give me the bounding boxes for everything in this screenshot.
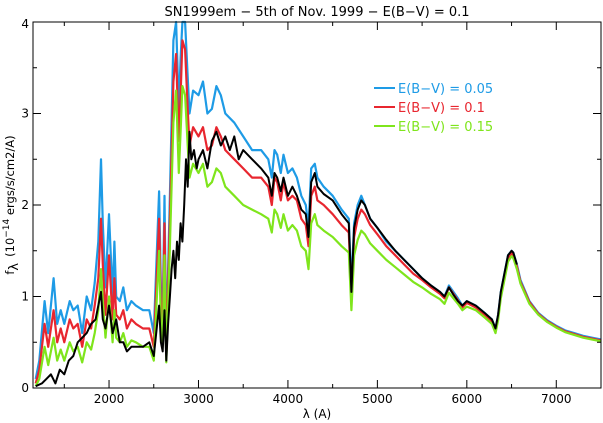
series-line-1 xyxy=(34,39,602,384)
x-tick-label: 4000 xyxy=(273,392,304,406)
x-tick-label: 2000 xyxy=(94,392,125,406)
svg-text:fλ(10−14 ergs/s/cm2/A): fλ (10−14 ergs/s/cm2/A) xyxy=(2,135,22,274)
y-tick-label: 4 xyxy=(21,17,29,31)
legend-label: E(B−V) = 0.15 xyxy=(398,120,493,135)
y-axis-label-exponent: −14 xyxy=(2,218,12,237)
y-axis-label-prefix: f xyxy=(3,270,17,275)
x-tick-label: 3000 xyxy=(183,392,214,406)
series-layer xyxy=(34,20,602,388)
y-axis-label-subscript: λ xyxy=(7,263,22,271)
y-axis-label-suffix: ergs/s/cm2/A) xyxy=(3,135,17,218)
chart-title: SN1999em − 5th of Nov. 1999 − E(B−V) = 0… xyxy=(164,5,469,20)
x-tick-label: 6000 xyxy=(452,392,483,406)
y-axis-label-mid: (10 xyxy=(3,238,17,257)
x-tick-label: 7000 xyxy=(541,392,572,406)
legend: E(B−V) = 0.05 E(B−V) = 0.1 E(B−V) = 0.15 xyxy=(374,82,493,135)
x-axis-label: λ (A) xyxy=(303,407,332,421)
y-tick-label: 3 xyxy=(21,107,29,121)
y-tick-label: 0 xyxy=(21,381,29,395)
x-axis: 2000 3000 4000 5000 6000 7000 xyxy=(63,22,572,406)
legend-label: E(B−V) = 0.1 xyxy=(398,101,485,116)
observed-spectrum-line xyxy=(35,130,518,388)
y-tick-label: 1 xyxy=(21,290,29,304)
y-tick-label: 2 xyxy=(21,198,29,212)
y-axis: 0 1 2 3 4 xyxy=(21,17,601,395)
y-axis-label: fλ (10−14 ergs/s/cm2/A) xyxy=(2,135,22,274)
legend-label: E(B−V) = 0.05 xyxy=(398,82,493,97)
x-tick-label: 5000 xyxy=(362,392,393,406)
